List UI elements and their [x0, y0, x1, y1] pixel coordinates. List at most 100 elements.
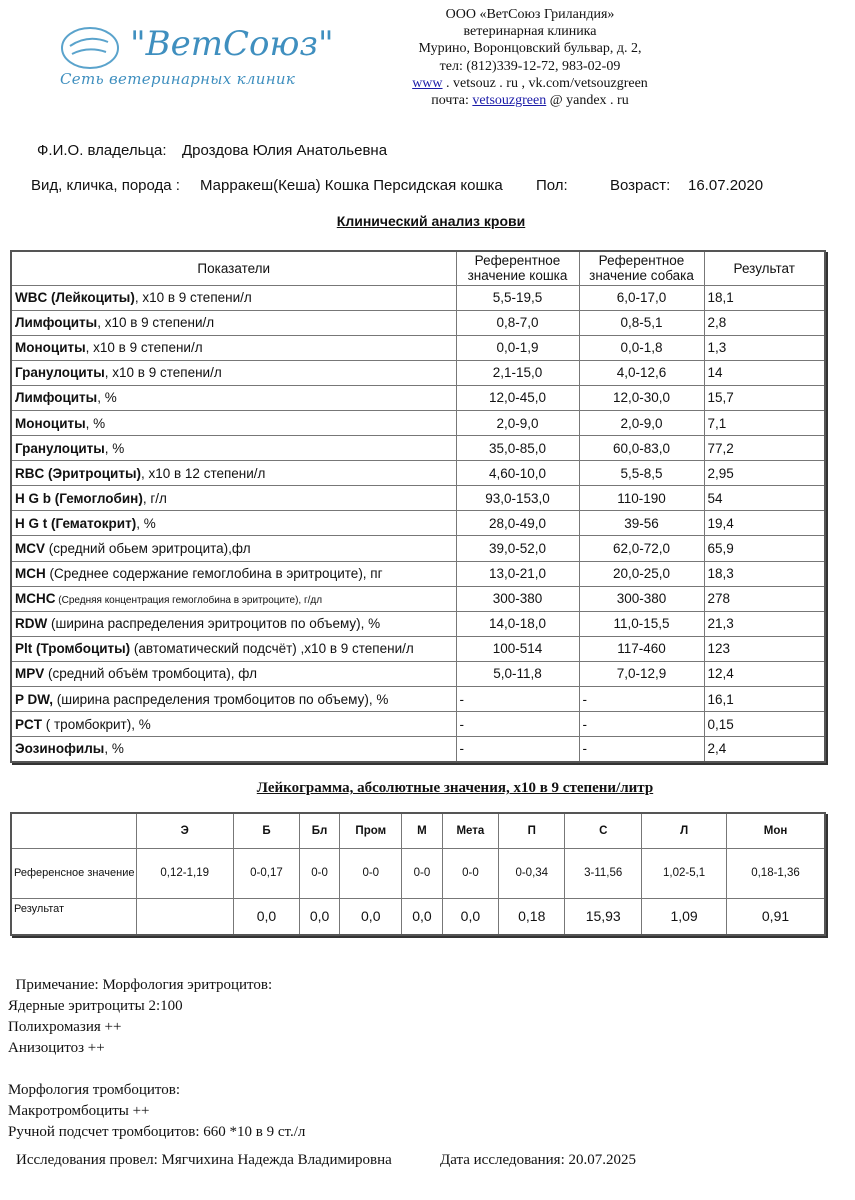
leuko-result — [135, 897, 234, 936]
value-cat: 100-514 — [455, 635, 580, 662]
indicator-unit: (средний обьем эритроцита),фл — [45, 540, 251, 556]
indicator-name: MCHC — [15, 591, 56, 607]
value-res: 2,8 — [703, 309, 826, 336]
value-dog: 62,0-72,0 — [578, 535, 705, 562]
value-res: 77,2 — [703, 435, 826, 462]
value-res: 123 — [703, 635, 826, 662]
leukogram-ref-row: Референсное значение 0,12-1,19 0-0,17 0-0 0-… — [10, 847, 826, 899]
value-dog: - — [578, 711, 705, 738]
leuko-header: Пром — [339, 812, 403, 849]
notes-section: Примечание: Морфология эритроцитов: Ядерн… — [8, 975, 305, 1143]
indicator-name: P DW, — [15, 691, 54, 707]
header-ref-dog: Референтное значение собака — [578, 250, 705, 286]
indicator-unit: , % — [136, 515, 156, 531]
indicator-cell: H G b (Гемоглобин), г/л — [10, 485, 457, 512]
indicator-unit: , г/л — [142, 490, 167, 506]
indicator-cell: Моноциты, х10 в 9 степени/л — [10, 334, 457, 361]
sex-label: Пол: — [536, 177, 568, 194]
value-dog: 20,0-25,0 — [578, 560, 705, 587]
value-cat: 13,0-21,0 — [455, 560, 580, 587]
indicator-cell: Лимфоциты, % — [10, 384, 457, 411]
indicator-cell: Эозинофилы, % — [10, 736, 457, 763]
value-cat: 0,0-1,9 — [455, 334, 580, 361]
table-row: MCHC (Средняя концентрация гемоглобина в… — [10, 585, 826, 612]
value-dog: 12,0-30,0 — [578, 384, 705, 411]
leuko-result: 0,91 — [726, 897, 826, 936]
website-link[interactable]: www — [412, 75, 443, 91]
table-row: H G b (Гемоглобин), г/л 93,0-153,0 110-190… — [10, 485, 826, 512]
indicator-unit: (автоматический подсчёт) ,х10 в 9 степен… — [130, 641, 414, 657]
header-result: Результат — [703, 250, 826, 286]
indicator-cell: RDW (ширина распределения эритроцитов по… — [10, 610, 457, 637]
value-cat: 2,1-15,0 — [455, 359, 580, 386]
indicator-unit: ( тромбокрит), % — [42, 716, 151, 732]
leuko-result: 0,0 — [401, 897, 443, 936]
table-row: RDW (ширина распределения эритроцитов по… — [10, 610, 826, 637]
leuko-result: 0,0 — [232, 897, 300, 936]
value-res: 54 — [703, 485, 826, 512]
table-row: H G t (Гематокрит), % 28,0-49,0 39-56 19,4 — [10, 510, 826, 537]
indicator-unit: , х10 в 9 степени/л — [97, 315, 215, 331]
value-cat: - — [455, 685, 580, 713]
leuko-result: 0,0 — [298, 897, 341, 936]
indicator-cell: WBC (Лейкоциты), х10 в 9 степени/л — [10, 284, 457, 311]
value-cat: 0,8-7,0 — [455, 309, 580, 336]
table-row: WBC (Лейкоциты), х10 в 9 степени/л 5,5-19… — [10, 284, 826, 311]
mail-label: почта: — [431, 93, 473, 109]
indicator-cell: MCH (Среднее содержание гемоглобина в эр… — [10, 560, 457, 587]
value-cat: 2,0-9,0 — [455, 409, 580, 437]
leuko-header: Б — [232, 812, 300, 849]
value-dog: 0,0-1,8 — [578, 334, 705, 361]
indicator-cell: Лимфоциты, х10 в 9 степени/л — [10, 309, 457, 336]
value-res: 16,1 — [703, 685, 826, 713]
indicator-unit: , х10 в 9 степени/л — [134, 290, 252, 306]
leuko-ref: 1,02-5,1 — [641, 847, 728, 899]
indicator-cell: Моноциты, % — [10, 409, 457, 437]
indicator-name: Моноциты — [15, 340, 86, 356]
note-line: Ручной подсчет тромбоцитов: 660 *10 в 9 … — [8, 1124, 306, 1140]
indicator-name: MPV — [15, 666, 45, 682]
value-cat: 14,0-18,0 — [455, 610, 580, 637]
leuko-header: Мон — [726, 812, 826, 849]
value-dog: - — [578, 736, 705, 763]
email-link[interactable]: vetsouzgreen — [472, 93, 547, 109]
indicator-cell: MCHC (Средняя концентрация гемоглобина в… — [10, 585, 457, 612]
value-dog: 6,0-17,0 — [578, 284, 705, 311]
table-row: Лимфоциты, х10 в 9 степени/л 0,8-7,0 0,8-5… — [10, 309, 826, 336]
indicator-unit: , % — [104, 741, 124, 757]
table-row: MCV (средний обьем эритроцита),фл 39,0-52… — [10, 535, 826, 562]
table-row: Гранулоциты, х10 в 9 степени/л 2,1-15,0 4,… — [10, 359, 826, 386]
indicator-unit: (ширина распределения эритроцитов по объ… — [47, 616, 381, 632]
value-res: 14 — [703, 359, 826, 386]
leuko-ref: 0-0 — [441, 847, 500, 899]
ref-label: Референсное значение — [10, 847, 137, 899]
indicator-name: PCT — [15, 716, 42, 732]
indicator-unit: , % — [97, 390, 117, 406]
leuko-header: Мета — [441, 812, 500, 849]
value-cat: 35,0-85,0 — [455, 435, 580, 462]
site-text: . vetsouz . ru , vk.com/vetsouzgreen — [442, 75, 648, 91]
age-label: Возраст: — [610, 177, 671, 194]
leuko-ref: 0-0,34 — [498, 847, 566, 899]
indicator-name: H G b (Гемоглобин) — [15, 490, 143, 506]
empty-cell — [10, 812, 137, 849]
mail-domain: @ yandex . ru — [546, 93, 629, 109]
header-ref-cat: Референтное значение кошка — [455, 250, 580, 286]
indicator-name: RDW — [15, 616, 48, 632]
value-cat: 5,0-11,8 — [455, 660, 580, 688]
indicator-name: MCH — [15, 566, 46, 582]
indicator-unit: , х10 в 9 степени/л — [85, 340, 203, 356]
leuko-ref: 0-0 — [339, 847, 403, 899]
indicator-unit: (средний объём тромбоцита), фл — [44, 666, 257, 682]
value-res: 0,15 — [703, 711, 826, 738]
performer: Исследования провел: Мягчихина Надежда В… — [16, 1152, 392, 1168]
value-dog: 117-460 — [578, 635, 705, 662]
value-res: 1,3 — [703, 334, 826, 361]
value-cat: 4,60-10,0 — [455, 460, 580, 487]
leuko-header: С — [564, 812, 643, 849]
clinic-name: ООО «ВетСоюз Гриландия» — [445, 7, 615, 22]
logo-text: "ВетСоюз" — [130, 24, 334, 64]
indicator-unit: (Средняя концентрация гемоглобина в эрит… — [55, 595, 323, 607]
blood-analysis-table: Показатели Референтное значение кошка Ре… — [10, 250, 826, 763]
value-cat: 5,5-19,5 — [455, 284, 580, 311]
